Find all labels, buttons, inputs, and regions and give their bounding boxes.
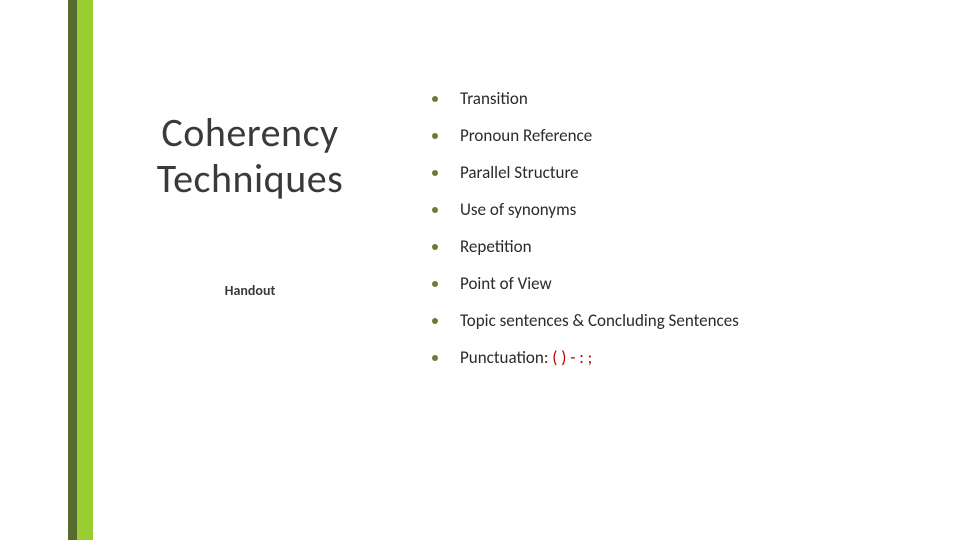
title-line-2: Techniques: [157, 154, 344, 203]
slide-title: Coherency Techniques: [100, 110, 400, 202]
bullet-icon: [432, 281, 438, 287]
list-item: Punctuation: ( ) - : ;: [432, 347, 922, 368]
title-line-1: Coherency: [161, 108, 338, 157]
bullet-text: Repetition: [460, 236, 532, 257]
bullet-text: Topic sentences & Concluding Sentences: [460, 310, 739, 331]
bullet-text-highlight: ( ) - : ;: [548, 347, 592, 368]
left-column: Coherency Techniques Handout: [100, 110, 400, 299]
bullet-icon: [432, 244, 438, 250]
side-decoration: [68, 0, 93, 540]
bullet-text: Point of View: [460, 273, 552, 294]
list-item: Transition: [432, 88, 922, 109]
bullet-icon: [432, 170, 438, 176]
decor-bar-dark: [68, 0, 77, 540]
bullet-icon: [432, 318, 438, 324]
bullet-icon: [432, 207, 438, 213]
bullet-text: Punctuation: ( ) - : ;: [460, 347, 592, 368]
bullet-text: Transition: [460, 88, 528, 109]
bullet-icon: [432, 355, 438, 361]
slide-subtitle: Handout: [100, 282, 400, 299]
bullet-icon: [432, 96, 438, 102]
bullet-text: Parallel Structure: [460, 162, 579, 183]
decor-bar-light: [77, 0, 93, 540]
bullet-icon: [432, 133, 438, 139]
list-item: Parallel Structure: [432, 162, 922, 183]
bullet-text-plain: Punctuation:: [460, 347, 548, 368]
bullet-text: Pronoun Reference: [460, 125, 592, 146]
bullet-list: Transition Pronoun Reference Parallel St…: [432, 88, 922, 384]
list-item: Topic sentences & Concluding Sentences: [432, 310, 922, 331]
list-item: Repetition: [432, 236, 922, 257]
list-item: Point of View: [432, 273, 922, 294]
bullet-text: Use of synonyms: [460, 199, 576, 220]
list-item: Pronoun Reference: [432, 125, 922, 146]
list-item: Use of synonyms: [432, 199, 922, 220]
